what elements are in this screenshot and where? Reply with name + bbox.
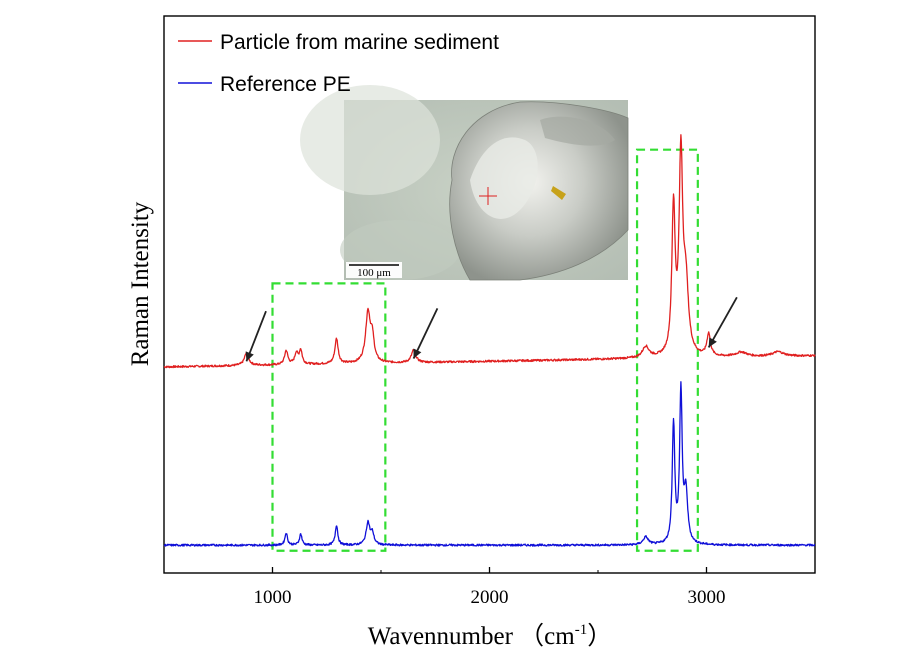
x-tick-label-3000: 3000 (688, 587, 726, 608)
series-line-reference (163, 381, 816, 547)
inset-micrograph: 100 μm (300, 85, 629, 281)
highlight-regions (271, 148, 699, 552)
peak-arrows (245, 296, 738, 362)
spectra (163, 134, 816, 547)
scalebar-label: 100 μm (357, 267, 391, 279)
series-line-particle (163, 134, 816, 369)
x-tick-label-2000: 2000 (471, 587, 509, 608)
legend-label-particle: Particle from marine sediment (220, 31, 499, 54)
x-axis-title: Wavennumber （cm-1） (368, 622, 612, 650)
x-tick-label-1000: 1000 (254, 587, 292, 608)
y-axis-title: Raman Intensity (127, 201, 154, 366)
x-axis-ticks: 1000 2000 3000 (254, 567, 726, 608)
highlight-region-2 (635, 148, 699, 552)
scalebar-box (346, 262, 402, 278)
plot-frame (163, 15, 816, 574)
legend: Particle from marine sediment Reference … (178, 31, 499, 96)
crosshair-icon (479, 187, 497, 205)
arrow-3 (707, 296, 738, 348)
x-axis-superscript: -1 (575, 622, 588, 638)
arrow-2 (412, 308, 439, 359)
arrow-1 (245, 310, 267, 362)
highlight-region-1 (271, 282, 387, 552)
legend-label-reference: Reference PE (220, 73, 351, 96)
